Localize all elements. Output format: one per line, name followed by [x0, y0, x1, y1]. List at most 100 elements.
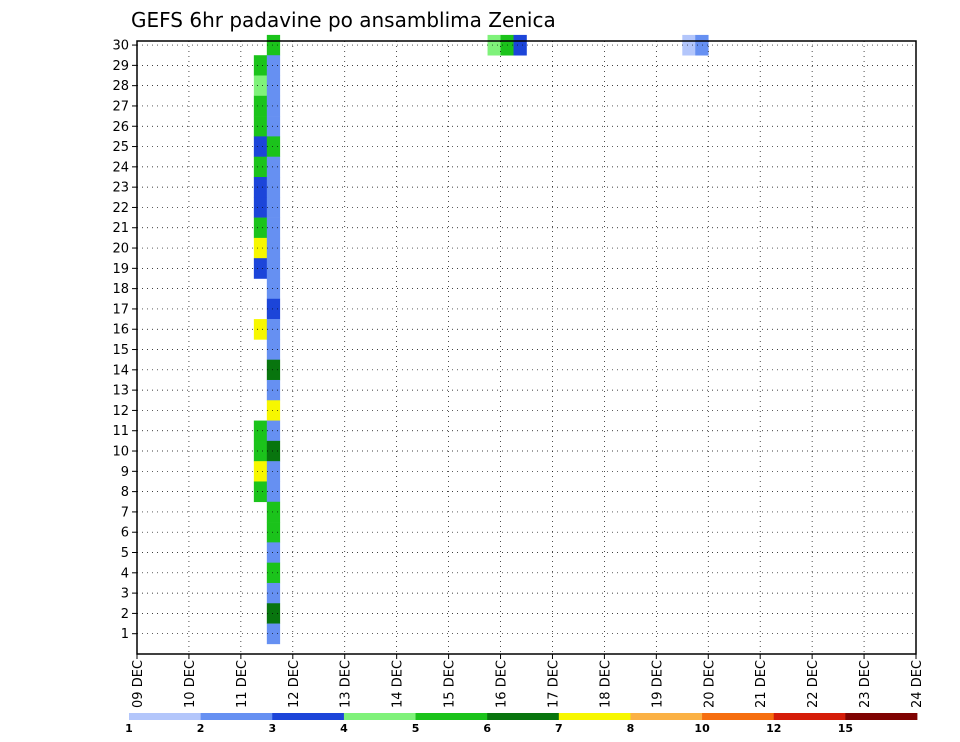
y-tick-label: 15	[112, 343, 129, 358]
heatmap-cell	[266, 461, 281, 482]
x-tick-label: 21 DEC	[754, 660, 769, 708]
x-tick-label: 13 DEC	[339, 660, 354, 708]
heatmap-cell	[682, 34, 696, 56]
x-tick-label: 16 DEC	[495, 660, 510, 708]
x-tick-label: 19 DEC	[650, 660, 665, 708]
heatmap-cell	[266, 298, 281, 320]
y-tick-label: 8	[121, 485, 129, 500]
heatmap-cell	[253, 55, 268, 76]
x-tick-label: 12 DEC	[287, 660, 302, 708]
heatmap-cell	[253, 420, 268, 442]
colorbar-swatch	[773, 713, 846, 720]
y-tick-label: 18	[112, 282, 129, 297]
colorbar-swatch	[845, 713, 918, 720]
y-tick-label: 17	[112, 302, 129, 317]
plot-frame	[136, 40, 917, 655]
colorbar-swatch	[702, 713, 775, 720]
heatmap-cell	[266, 75, 281, 97]
heatmap-cell	[253, 136, 268, 157]
heatmap-cell	[266, 542, 281, 563]
heatmap-cell	[253, 116, 268, 137]
grid-lines	[137, 41, 916, 654]
y-tick-label: 11	[112, 424, 129, 439]
y-tick-label: 21	[112, 221, 129, 236]
x-tick-label: 24 DEC	[910, 660, 925, 708]
heatmap-cell	[266, 481, 281, 503]
y-tick-label: 5	[121, 546, 129, 561]
x-tick-label: 10 DEC	[183, 660, 198, 708]
heatmap-cell	[253, 217, 268, 239]
heatmap-cell	[253, 197, 268, 218]
y-tick-label: 13	[112, 384, 129, 399]
heatmap-cell	[253, 461, 268, 482]
y-tick-label: 4	[121, 566, 129, 581]
y-tick-label: 27	[112, 99, 129, 114]
colorbar-swatch	[272, 713, 345, 720]
heatmap-cell	[513, 34, 527, 56]
heatmap-cell	[266, 177, 281, 198]
heatmap-cell	[266, 258, 281, 279]
heatmap-cell	[266, 603, 281, 624]
colorbar-swatch	[415, 713, 488, 720]
y-tick-label: 28	[112, 79, 129, 94]
heatmap-cell	[266, 339, 281, 360]
y-tick-label: 25	[112, 140, 129, 155]
colorbar-label: 4	[340, 722, 348, 735]
heatmap-cell	[253, 237, 268, 259]
colorbar-label: 1	[125, 722, 133, 735]
y-axis: 1234567891011121314151617181920212223242…	[112, 39, 137, 642]
heatmap-cell	[253, 75, 268, 97]
heatmap-cells	[253, 34, 709, 645]
x-axis: 09 DEC 10 DEC 11 DEC 12 DEC 13 DEC 14 DEC 15 D…	[131, 654, 925, 708]
y-tick-label: 30	[112, 39, 129, 54]
heatmap-cell	[266, 95, 281, 117]
heatmap-cell	[253, 481, 268, 503]
y-tick-label: 16	[112, 323, 129, 338]
x-tick-label: 23 DEC	[858, 660, 873, 708]
y-tick-label: 1	[121, 627, 129, 642]
heatmap-cell	[266, 440, 281, 462]
heatmap-cell	[266, 156, 281, 178]
y-tick-label: 19	[112, 262, 129, 277]
y-tick-label: 2	[121, 607, 129, 622]
colorbar-swatch	[487, 713, 560, 720]
heatmap-cell	[253, 258, 268, 279]
colorbar-label: 7	[555, 722, 563, 735]
y-tick-label: 26	[112, 120, 129, 135]
colorbar-swatch	[200, 713, 273, 720]
chart-title: GEFS 6hr padavine po ansamblima Zenica	[131, 8, 556, 32]
y-tick-label: 20	[112, 242, 129, 257]
heatmap-cell	[253, 156, 268, 178]
y-tick-label: 14	[112, 363, 129, 378]
x-tick-label: 18 DEC	[598, 660, 613, 708]
heatmap-cell	[266, 379, 281, 401]
y-tick-label: 10	[112, 445, 129, 460]
heatmap-cell	[487, 34, 501, 56]
x-tick-label: 09 DEC	[131, 660, 146, 708]
colorbar-swatch	[558, 713, 631, 720]
heatmap-cell	[253, 95, 268, 117]
y-tick-label: 7	[121, 505, 129, 520]
y-tick-label: 6	[121, 526, 129, 541]
heatmap-cell	[266, 116, 281, 137]
heatmap-cell	[266, 420, 281, 442]
heatmap-cell	[253, 319, 268, 340]
x-tick-label: 17 DEC	[546, 660, 561, 708]
colorbar-label: 5	[412, 722, 420, 735]
y-tick-label: 12	[112, 404, 129, 419]
heatmap-cell	[266, 562, 281, 584]
colorbar-label: 3	[268, 722, 276, 735]
heatmap-cell	[266, 217, 281, 239]
x-tick-label: 11 DEC	[235, 660, 250, 708]
y-tick-label: 22	[112, 201, 129, 216]
colorbar-swatch	[129, 713, 202, 720]
heatmap-cell	[266, 34, 281, 56]
heatmap-cell	[253, 177, 268, 198]
colorbar-label: 8	[627, 722, 635, 735]
x-tick-label: 15 DEC	[443, 660, 458, 708]
heatmap-cell	[266, 319, 281, 340]
heatmap-cell	[266, 623, 281, 645]
y-tick-label: 24	[112, 160, 129, 175]
colorbar-swatch	[630, 713, 703, 720]
